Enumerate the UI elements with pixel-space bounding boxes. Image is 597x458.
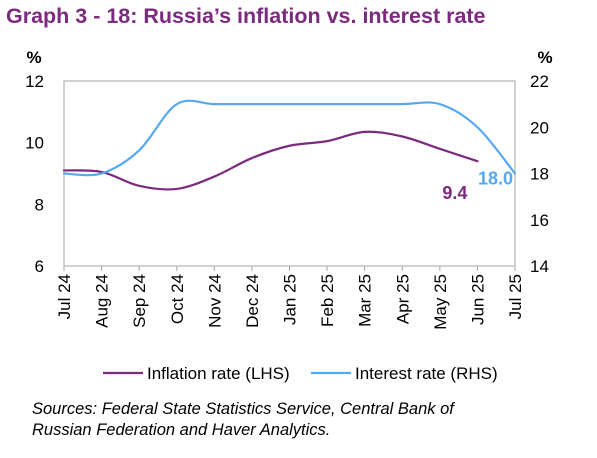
series-line-0 (62, 130, 479, 191)
right-tick-label-2: 18 (530, 165, 549, 184)
x-tick-label-4: Nov 24 (205, 274, 224, 328)
left-tick-label-1: 8 (35, 195, 44, 214)
left-axis-ticks: 6 8 10 12 (25, 72, 44, 276)
right-axis-ticks: 14 16 18 20 22 (530, 72, 549, 276)
right-tick-label-3: 20 (530, 118, 549, 137)
series-line-1 (62, 99, 517, 177)
right-tick-label-1: 16 (530, 211, 549, 230)
plot-area-border (63, 80, 516, 267)
left-tick-label-3: 12 (25, 72, 44, 91)
source-line-2: Russian Federation and Haver Analytics. (32, 421, 331, 439)
right-tick-label-0: 14 (530, 257, 549, 276)
end-labels: 9.4 18.0 (442, 169, 513, 204)
x-tick-label-12: Jul 25 (506, 274, 525, 319)
series-end-label-1: 18.0 (478, 169, 513, 189)
chart-title: Graph 3 - 18: Russia’s inflation vs. int… (6, 4, 486, 28)
x-tick-label-5: Dec 24 (243, 274, 262, 328)
x-tick-label-11: Jun 25 (468, 274, 487, 325)
source-line-1: Sources: Federal State Statistics Servic… (32, 400, 454, 418)
x-tick-label-1: Aug 24 (93, 274, 112, 328)
x-axis-ticks: Jul 24 Aug 24 Sep 24 Oct 24 Nov 24 Dec 24 Jan … (55, 266, 525, 330)
right-axis-unit: % (537, 48, 552, 67)
left-axis-unit: % (26, 48, 41, 67)
x-tick-label-0: Jul 24 (55, 274, 74, 319)
source-note: Sources: Federal State Statistics Servic… (32, 399, 572, 441)
x-tick-label-9: Apr 25 (393, 274, 412, 324)
x-tick-label-2: Sep 24 (130, 274, 149, 328)
right-tick-label-4: 22 (530, 72, 549, 91)
x-tick-label-3: Oct 24 (168, 274, 187, 324)
series-lines (62, 99, 517, 191)
legend-label-1: Interest rate (RHS) (355, 364, 498, 383)
left-tick-label-2: 10 (25, 134, 44, 153)
series-end-label-0: 9.4 (442, 183, 467, 203)
x-tick-label-6: Jan 25 (281, 274, 300, 325)
x-tick-label-10: May 25 (431, 274, 450, 330)
legend: Inflation rate (LHS) Interest rate (RHS) (103, 364, 498, 383)
x-tick-label-8: Mar 25 (356, 274, 375, 327)
legend-label-0: Inflation rate (LHS) (147, 364, 290, 383)
left-tick-label-0: 6 (35, 257, 44, 276)
x-tick-label-7: Feb 25 (318, 274, 337, 327)
